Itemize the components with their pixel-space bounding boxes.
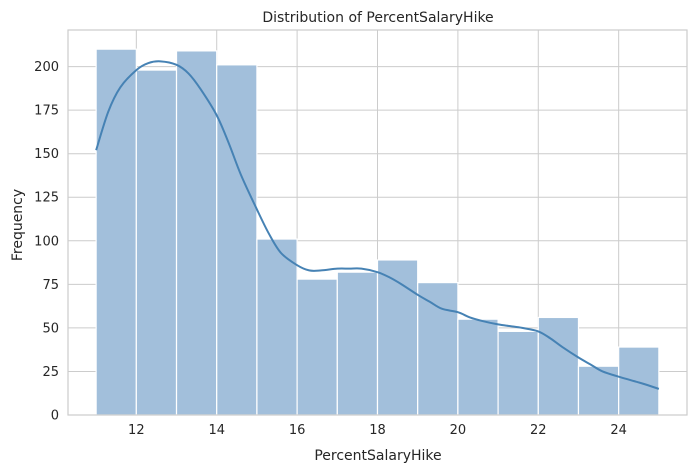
histogram-bar: [457, 318, 499, 416]
y-tick-label: 125: [34, 191, 59, 206]
x-tick-label: 24: [610, 423, 627, 438]
y-tick-label: 25: [42, 365, 59, 380]
y-tick-labels: 0 25 50 75 100 125 150 175 200: [34, 60, 59, 423]
histogram-bar: [497, 330, 539, 416]
chart-title: Distribution of PercentSalaryHike: [262, 10, 493, 26]
histogram-bar: [256, 238, 298, 416]
x-tick-label: 14: [208, 423, 225, 438]
x-tick-label: 16: [289, 423, 306, 438]
axes-frame: [67, 29, 688, 416]
kde-curve: [95, 60, 660, 390]
y-tick-label: 75: [42, 278, 59, 293]
y-axis-title: Frequency: [10, 189, 26, 261]
histogram-bar: [537, 316, 580, 416]
y-tick-label: 200: [34, 60, 59, 75]
histogram-bar: [376, 259, 419, 416]
y-tick-label: 150: [34, 147, 59, 162]
histogram-bar: [336, 271, 379, 416]
histogram-bar: [95, 48, 137, 416]
histogram-bar: [216, 64, 258, 416]
histogram-bar: [577, 365, 620, 416]
histogram-bar: [135, 69, 178, 416]
x-tick-label: 12: [128, 423, 145, 438]
y-tick-label: 100: [34, 234, 59, 249]
y-tick-label: 50: [42, 321, 59, 336]
x-tick-label: 20: [450, 423, 467, 438]
histogram-bar: [296, 278, 338, 416]
histogram-bars: [95, 48, 660, 416]
x-tick-labels: 12 14 16 18 20 22 24: [128, 423, 627, 438]
x-axis-title: PercentSalaryHike: [314, 448, 441, 464]
y-tick-label: 0: [51, 409, 59, 424]
histogram-bar: [618, 346, 660, 416]
y-tick-label: 175: [34, 104, 59, 119]
x-tick-label: 22: [530, 423, 547, 438]
x-tick-label: 18: [369, 423, 386, 438]
histogram-bar: [417, 282, 459, 416]
